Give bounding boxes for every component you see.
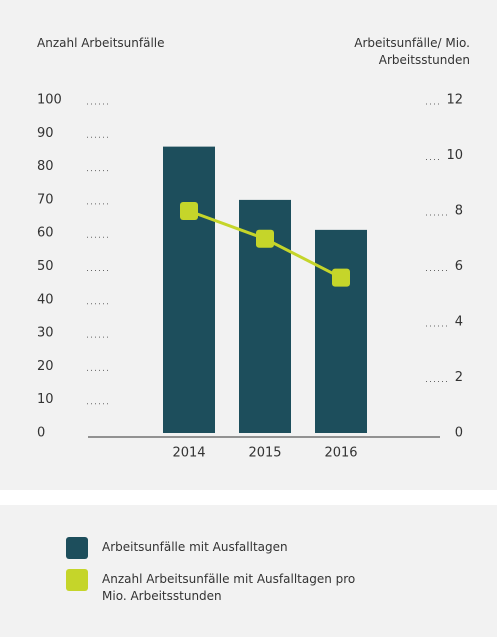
y-tick-label: 50 <box>37 259 54 274</box>
y-tick-label: 0 <box>37 426 45 441</box>
legend-swatch <box>66 569 88 591</box>
y2-tick-label: 6 <box>455 259 463 274</box>
legend-item: Anzahl Arbeitsunfälle mit Ausfalltagen p… <box>66 569 362 605</box>
y2-axis-label: Arbeitsunfälle/ Mio. Arbeitsstunden <box>354 36 470 67</box>
legend: Arbeitsunfälle mit Ausfalltagen Anzahl Ar… <box>0 505 497 637</box>
y2-tick-label: 2 <box>455 370 463 385</box>
y-tick-label: 40 <box>37 292 54 307</box>
x-tick-label: 2014 <box>172 446 205 461</box>
y-tick-label: 10 <box>37 392 54 407</box>
legend-label: Anzahl Arbeitsunfälle mit Ausfalltagen p… <box>102 572 356 603</box>
chart: 0 10 20 30 40 50 60 70 80 90 100 0 2 4 6 8 10 12 2014 2015 2… <box>37 93 463 461</box>
marker <box>332 268 350 287</box>
bar <box>163 146 215 433</box>
legend-label: Arbeitsunfälle mit Ausfalltagen <box>102 540 288 554</box>
y-tick-label: 30 <box>37 326 54 341</box>
y2-tick-label: 0 <box>455 426 463 441</box>
y-tick-label: 80 <box>37 159 54 174</box>
y2-tick-label: 10 <box>446 148 463 163</box>
y-tick-label: 70 <box>37 192 54 207</box>
y-tick-label: 100 <box>37 93 62 108</box>
legend-item: Arbeitsunfälle mit Ausfalltagen <box>66 537 362 559</box>
y-axis-label: Anzahl Arbeitsunfälle <box>37 36 165 50</box>
y-tick-label: 90 <box>37 126 54 141</box>
marker <box>180 202 198 220</box>
legend-swatch <box>66 537 88 559</box>
x-tick-label: 2015 <box>248 446 281 461</box>
y-tick-label: 20 <box>37 359 54 374</box>
y-tick-label: 60 <box>37 226 54 241</box>
y2-tick-label: 12 <box>446 93 463 108</box>
y2-tick-label: 4 <box>455 315 463 330</box>
x-tick-label: 2016 <box>324 446 357 461</box>
y2-tick-label: 8 <box>455 204 463 219</box>
bar <box>315 229 367 433</box>
marker <box>256 229 274 248</box>
